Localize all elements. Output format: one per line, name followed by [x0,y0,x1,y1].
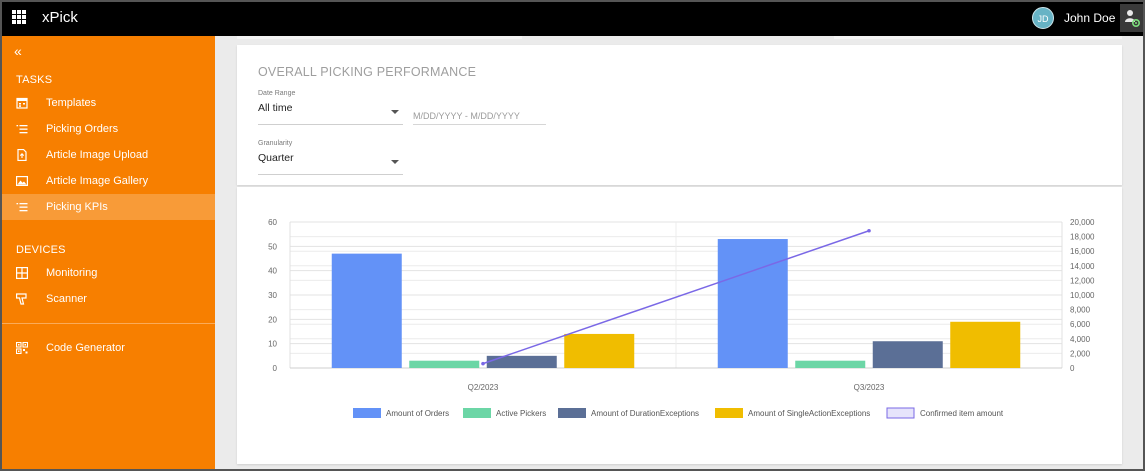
right-tick-label: 18,000 [1070,233,1095,242]
collapse-sidebar-icon[interactable]: « [14,43,22,59]
kpi-chart: Q2/2023 Q3/2023 0 10 20 30 40 50 60 0 2,000 4,000 6,… [268,218,1095,419]
chart-card: Q2/2023 Q3/2023 0 10 20 30 40 50 60 0 2,000 4,000 6,… [237,187,1122,464]
legend-label-4: Confirmed item amount [920,409,1004,418]
sidebar-item-label: Picking Orders [46,123,119,135]
sidebar-item-label: Scanner [46,293,87,305]
right-tick-label: 0 [1070,364,1075,373]
legend-swatch-2 [558,408,586,418]
sidebar-item-label: Article Image Gallery [46,175,149,187]
legend-swatch-3 [715,408,743,418]
date-range-label: Date Range [258,90,296,97]
sidebar-item-label: Picking KPIs [46,201,108,213]
sidebar: « TASKS Templates Picking Orders Article… [0,36,215,471]
image-icon [16,176,28,187]
left-tick-label: 50 [268,242,277,251]
cog-person-icon [1125,10,1141,28]
line-point-0 [481,361,485,366]
left-tick-label: 20 [268,315,277,324]
avatar[interactable]: JD [1032,7,1054,29]
main-content: OVERALL PICKING PERFORMANCE Date Range A… [215,36,1145,471]
right-tick-label: 20,000 [1070,218,1095,227]
legend-label-0: Amount of Orders [386,409,449,418]
sidebar-item-picking-orders[interactable]: Picking Orders [0,116,215,142]
bar-2-0 [486,355,557,368]
filter-card: OVERALL PICKING PERFORMANCE Date Range A… [237,45,1122,185]
x-tick-label: Q2/2023 [468,383,499,392]
bar-0-0 [331,253,402,368]
sidebar-item-label: Templates [46,97,97,109]
apps-grid-icon[interactable] [12,10,26,24]
bar-3-1 [950,321,1021,368]
legend-swatch-4 [886,407,915,419]
line-point-1 [867,228,871,233]
grid-icon [16,267,28,279]
sidebar-divider [0,323,215,324]
sidebar-item-article-image-gallery[interactable]: Article Image Gallery [0,168,215,194]
right-tick-label: 2,000 [1070,349,1091,358]
list-icon [16,203,28,212]
right-tick-label: 16,000 [1070,247,1095,256]
scanner-icon [16,293,27,305]
caret-down-icon [391,160,399,164]
section-label-devices: DEVICES [16,244,66,256]
top-bar: xPick JD John Doe [0,0,1145,36]
bar-3-0 [564,333,635,368]
x-tick-label: Q3/2023 [854,383,885,392]
legend-swatch-1 [463,408,491,418]
right-tick-label: 14,000 [1070,262,1095,271]
qr-code-icon [16,342,28,354]
right-tick-label: 4,000 [1070,335,1091,344]
right-tick-label: 12,000 [1070,276,1095,285]
sidebar-item-article-image-upload[interactable]: Article Image Upload [0,142,215,168]
right-tick-label: 8,000 [1070,306,1091,315]
right-tick-label: 6,000 [1070,320,1091,329]
left-tick-label: 0 [273,364,278,373]
sidebar-item-label: Monitoring [46,267,98,279]
file-upload-icon [17,149,27,161]
divider-strip [834,36,1122,39]
granularity-label: Granularity [258,140,293,147]
section-label-tasks: TASKS [16,74,53,86]
settings-button[interactable] [1120,4,1144,32]
sidebar-item-monitoring[interactable]: Monitoring [0,260,215,286]
divider-strip [237,36,522,39]
date-range-value: All time [258,102,293,114]
line-series [482,230,870,365]
granularity-value: Quarter [258,152,294,164]
legend-label-2: Amount of DurationExceptions [591,409,699,418]
page-title: OVERALL PICKING PERFORMANCE [258,65,477,79]
bar-1-1 [795,360,866,368]
left-tick-label: 60 [268,218,277,227]
bar-1-0 [409,360,480,368]
legend-label-3: Amount of SingleActionExceptions [748,409,870,418]
app-title: xPick [42,9,78,26]
sidebar-item-templates[interactable]: Templates [0,90,215,116]
left-tick-label: 10 [268,340,277,349]
caret-down-icon [391,110,399,114]
bar-2-1 [872,341,943,368]
left-tick-label: 30 [268,291,277,300]
list-icon [16,125,28,134]
sidebar-item-scanner[interactable]: Scanner [0,286,215,312]
granularity-select[interactable]: Quarter [258,149,403,175]
legend-label-1: Active Pickers [496,409,546,418]
left-tick-label: 40 [268,267,277,276]
bar-0-1 [717,239,788,368]
right-tick-label: 10,000 [1070,291,1095,300]
sidebar-item-label: Article Image Upload [46,149,149,161]
user-name[interactable]: John Doe [1064,11,1116,25]
date-range-select[interactable]: All time [258,99,403,125]
calendar-icon [16,97,28,109]
date-range-input[interactable] [413,108,546,125]
legend-swatch-0 [353,408,381,418]
sidebar-item-picking-kpis[interactable]: Picking KPIs [0,194,215,220]
sidebar-item-label: Code Generator [46,342,125,354]
sidebar-item-code-generator[interactable]: Code Generator [0,335,215,361]
